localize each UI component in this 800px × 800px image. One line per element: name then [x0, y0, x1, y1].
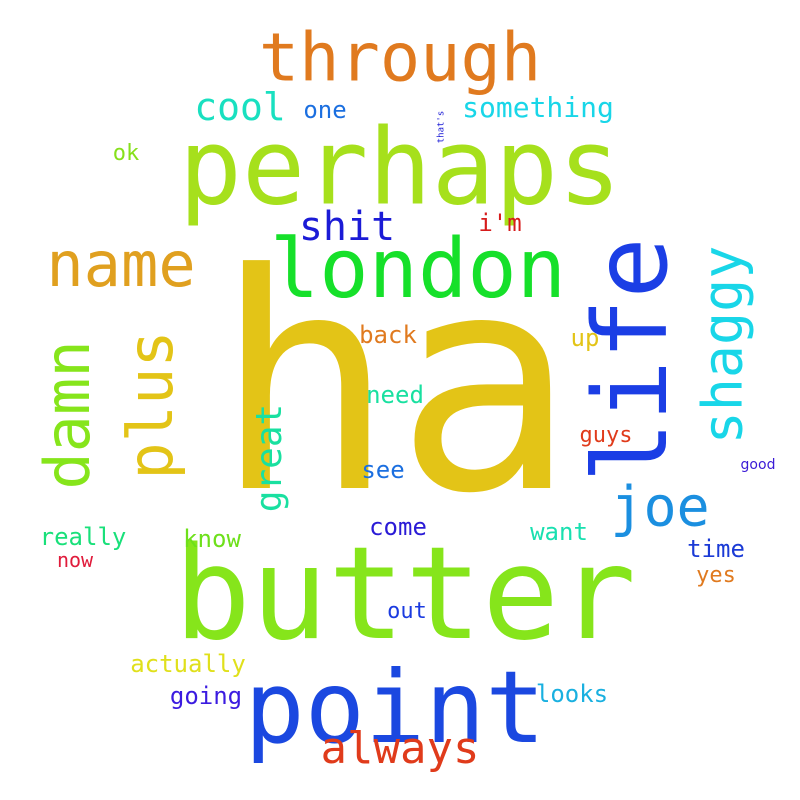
- word-yes: yes: [696, 563, 736, 588]
- word-perhaps: perhaps: [178, 106, 622, 229]
- word-actually: actually: [130, 650, 246, 678]
- word-know: know: [183, 525, 241, 553]
- word-shit: shit: [298, 204, 396, 250]
- word-shaggy: shaggy: [690, 245, 755, 445]
- word-something: something: [462, 91, 614, 124]
- word-back: back: [359, 321, 417, 349]
- word-thats: that's: [436, 110, 447, 144]
- word-guys: guys: [579, 423, 633, 448]
- word-up: up: [570, 324, 600, 352]
- word-good: good: [740, 457, 776, 473]
- word-want: want: [530, 518, 588, 546]
- word-one: one: [303, 96, 347, 124]
- word-need: need: [366, 381, 424, 409]
- word-now: now: [56, 548, 94, 572]
- word-time: time: [687, 535, 745, 563]
- word-joe: joe: [610, 474, 710, 539]
- word-great: great: [249, 403, 290, 513]
- word-name: name: [46, 228, 196, 301]
- word-point: point: [244, 649, 546, 766]
- word-through: through: [258, 18, 542, 97]
- word-really: really: [39, 523, 127, 551]
- word-going: going: [169, 682, 243, 710]
- word-damn: damn: [31, 340, 104, 490]
- word-butter: butter: [173, 520, 637, 669]
- word-come: come: [369, 513, 427, 541]
- word-always: always: [320, 723, 480, 774]
- word-looks: looks: [535, 680, 609, 708]
- word-out: out: [387, 599, 427, 624]
- word-cool: cool: [194, 85, 286, 129]
- word-im: i'm: [478, 209, 522, 237]
- word-ha: ha: [214, 210, 576, 559]
- word-london: london: [269, 222, 567, 317]
- word-plus: plus: [114, 330, 187, 480]
- word-see: see: [361, 456, 405, 484]
- word-ok: ok: [112, 141, 140, 166]
